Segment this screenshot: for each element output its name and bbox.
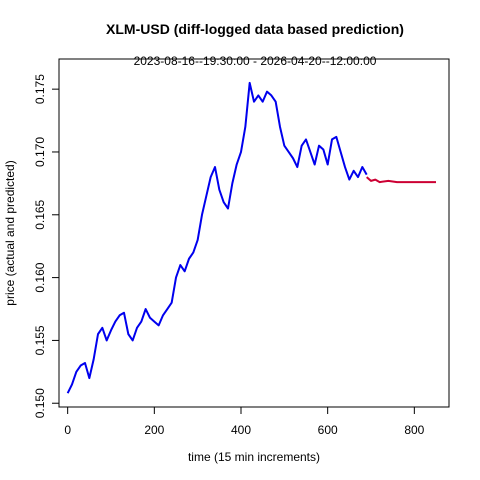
y-tick-label: 0.155 xyxy=(33,325,47,355)
y-tick-label: 0.170 xyxy=(33,137,47,167)
x-tick-label: 400 xyxy=(231,423,251,437)
x-tick-label: 0 xyxy=(64,423,71,437)
x-axis-label: time (15 min increments) xyxy=(188,450,320,464)
x-tick-label: 800 xyxy=(404,423,424,437)
y-tick-label: 0.160 xyxy=(33,262,47,292)
actual-price-line xyxy=(66,81,368,394)
series-layer xyxy=(66,81,436,394)
y-tick-label: 0.150 xyxy=(33,388,47,418)
x-tick-label: 600 xyxy=(318,423,338,437)
y-axis: 0.150 0.155 0.160 0.165 0.170 0.175 xyxy=(33,74,60,418)
plot-area-border xyxy=(58,58,450,408)
predicted-price-line xyxy=(366,176,436,184)
chart-subtitle: 2023-08-16--19:30:00 - 2026-04-20--12:00… xyxy=(134,54,377,68)
y-axis-label: price (actual and predicted) xyxy=(3,160,17,305)
x-tick-label: 200 xyxy=(144,423,164,437)
y-tick-label: 0.175 xyxy=(33,74,47,104)
x-axis: 0 200 400 600 800 xyxy=(64,406,425,437)
y-tick-label: 0.165 xyxy=(33,199,47,229)
chart-title: XLM-USD (diff-logged data based predicti… xyxy=(106,21,404,37)
